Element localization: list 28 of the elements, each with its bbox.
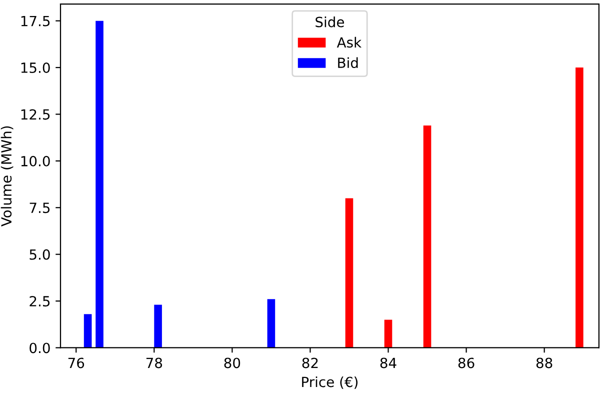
y-tick-label: 7.5 bbox=[30, 202, 50, 214]
x-tick-label: 76 bbox=[68, 358, 84, 368]
y-tick-label: 0.0 bbox=[30, 342, 50, 354]
x-tick-label: 78 bbox=[146, 358, 162, 368]
y-tick-label: 15.0 bbox=[21, 62, 50, 74]
bar bbox=[267, 299, 276, 348]
x-tick-label: 82 bbox=[302, 358, 318, 368]
bar bbox=[84, 314, 92, 348]
bar bbox=[345, 198, 354, 348]
y-tick-label: 5.0 bbox=[30, 249, 50, 260]
legend-title: Side bbox=[316, 16, 344, 28]
bar bbox=[154, 304, 162, 348]
y-tick-label: 17.5 bbox=[21, 16, 50, 26]
x-tick-label: 84 bbox=[380, 358, 396, 368]
y-tick-label: 10.0 bbox=[21, 156, 50, 166]
bar bbox=[423, 125, 432, 348]
y-tick-label: 12.5 bbox=[21, 109, 50, 120]
bar bbox=[384, 320, 392, 348]
x-tick-label: 88 bbox=[536, 358, 552, 368]
x-axis-title: Price (€) bbox=[302, 376, 358, 389]
y-tick-label: 2.5 bbox=[30, 296, 50, 307]
y-axis-title: Volume (MWh) bbox=[0, 126, 14, 226]
bar bbox=[576, 68, 584, 348]
legend-label: Bid bbox=[338, 57, 358, 68]
bar bbox=[96, 20, 104, 348]
x-tick-label: 80 bbox=[224, 358, 240, 368]
x-tick-label: 86 bbox=[458, 358, 474, 368]
legend-label: Ask bbox=[336, 36, 362, 48]
